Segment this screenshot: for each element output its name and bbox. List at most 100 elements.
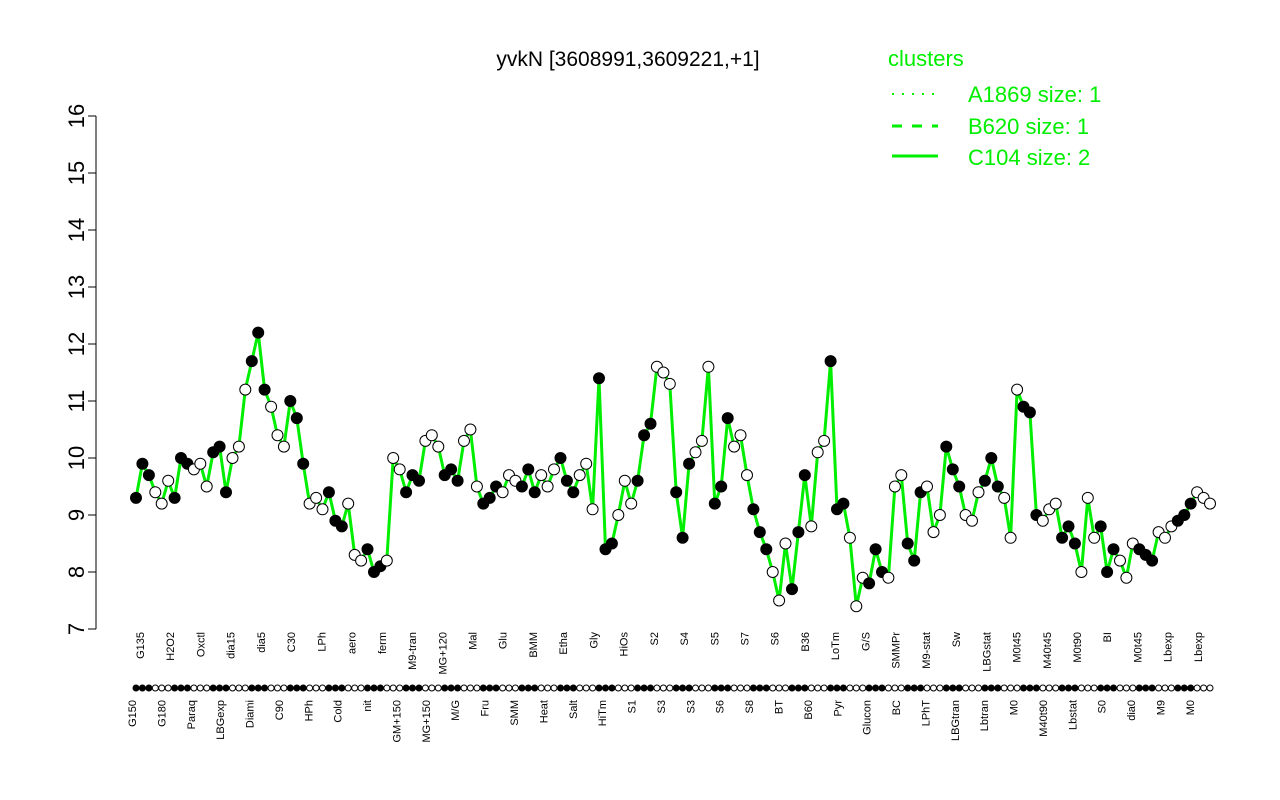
x-tick-label: SMMPr	[891, 632, 903, 669]
x-marker-dot	[640, 684, 648, 692]
x-marker-dot	[376, 684, 384, 692]
x-marker-dot	[1007, 684, 1015, 692]
x-marker-dot	[479, 684, 487, 692]
data-point	[464, 423, 477, 436]
data-point	[271, 429, 284, 442]
data-point	[638, 429, 651, 442]
y-tick-label: 16	[64, 104, 89, 128]
x-tick-label: G150	[127, 700, 139, 727]
series-line	[134, 331, 1211, 608]
data-point	[155, 497, 168, 510]
data-point	[683, 457, 696, 470]
x-marker-dot	[499, 684, 507, 692]
data-point	[1056, 531, 1069, 544]
data-point	[515, 480, 528, 493]
x-tick-label: Etha	[558, 631, 570, 655]
data-point	[882, 571, 895, 584]
data-point	[760, 543, 773, 556]
legend: clusters A1869 size: 1 B620 size: 1 C104…	[888, 46, 1101, 170]
y-tick-label: 11	[64, 390, 89, 413]
data-point	[213, 440, 226, 453]
x-marker-dot	[1020, 684, 1027, 692]
x-marker-dot	[884, 684, 892, 692]
x-marker-dot	[647, 684, 654, 692]
x-tick-label: G180	[156, 700, 168, 727]
x-tick-label: aero	[347, 632, 359, 654]
x-tick-label: M9-tran	[407, 632, 419, 670]
x-marker-dot	[441, 684, 449, 692]
x-marker-dot	[511, 684, 519, 692]
data-point	[895, 469, 908, 482]
x-marker-dot	[930, 684, 937, 692]
x-marker-dot	[865, 684, 873, 692]
x-marker-dot	[762, 684, 770, 692]
x-tick-label: Cold	[333, 700, 345, 723]
x-marker-dot	[351, 684, 359, 692]
data-point	[888, 480, 901, 493]
data-point	[445, 463, 458, 476]
data-point	[580, 457, 593, 470]
x-marker-dot	[923, 684, 931, 692]
data-point	[355, 554, 368, 567]
data-point	[798, 469, 811, 482]
x-marker-dot	[325, 684, 333, 692]
data-point	[496, 486, 509, 499]
x-marker-dot	[524, 684, 532, 692]
data-point	[142, 469, 155, 482]
x-marker-dot	[827, 684, 835, 692]
data-point	[548, 463, 560, 476]
x-marker-dot	[203, 684, 211, 692]
data-point	[747, 503, 760, 516]
x-marker-dot	[1155, 684, 1163, 692]
data-point	[136, 457, 149, 470]
data-point	[998, 491, 1011, 504]
x-marker-dot	[1039, 684, 1047, 692]
x-marker-dot	[267, 684, 275, 692]
x-marker-dot	[653, 684, 661, 692]
x-tick-label: Paraq	[186, 700, 198, 729]
data-point	[239, 383, 252, 396]
x-tick-label: Gly	[588, 632, 600, 649]
x-tick-label: dia0	[1126, 700, 1138, 721]
x-marker-dot	[447, 684, 455, 692]
x-marker-dot	[833, 684, 841, 692]
x-marker-dot	[312, 684, 320, 692]
x-marker-dot	[357, 684, 365, 692]
x-marker-dot	[730, 684, 738, 692]
data-point	[425, 429, 438, 442]
data-point	[361, 543, 374, 556]
x-tick-label: M0	[1009, 700, 1021, 715]
x-tick-label: S7	[740, 632, 752, 645]
x-marker-dot	[942, 684, 950, 692]
data-point	[1075, 566, 1088, 578]
x-tick-label: S3	[656, 700, 668, 713]
x-tick-label: S2	[649, 632, 661, 645]
y-tick-label: 12	[64, 332, 89, 356]
points-layer	[130, 326, 1216, 613]
x-marker-dot	[839, 684, 847, 692]
data-point	[387, 452, 400, 464]
x-marker-dot	[1161, 684, 1169, 692]
x-marker-dot	[216, 684, 224, 692]
x-tick-label: Lbexp	[1163, 632, 1175, 662]
x-marker-dot	[1065, 684, 1072, 692]
x-marker-dot	[531, 684, 539, 692]
x-marker-dot	[949, 684, 957, 692]
data-point	[1023, 406, 1036, 419]
x-marker-dot	[557, 684, 564, 692]
x-marker-dot	[306, 684, 314, 692]
data-point	[593, 372, 605, 385]
x-marker-dot	[486, 684, 494, 692]
x-tick-label: BT	[774, 700, 786, 714]
data-point	[451, 474, 464, 487]
data-point	[541, 480, 554, 493]
data-point	[1088, 531, 1101, 544]
x-tick-label: GM+150	[392, 700, 404, 743]
data-point	[811, 446, 824, 459]
x-tick-label: M40t45	[1042, 632, 1054, 669]
data-point	[1081, 491, 1094, 504]
data-point	[689, 446, 702, 459]
legend-title: clusters	[888, 46, 964, 71]
data-point	[670, 486, 683, 499]
data-point	[644, 417, 657, 430]
